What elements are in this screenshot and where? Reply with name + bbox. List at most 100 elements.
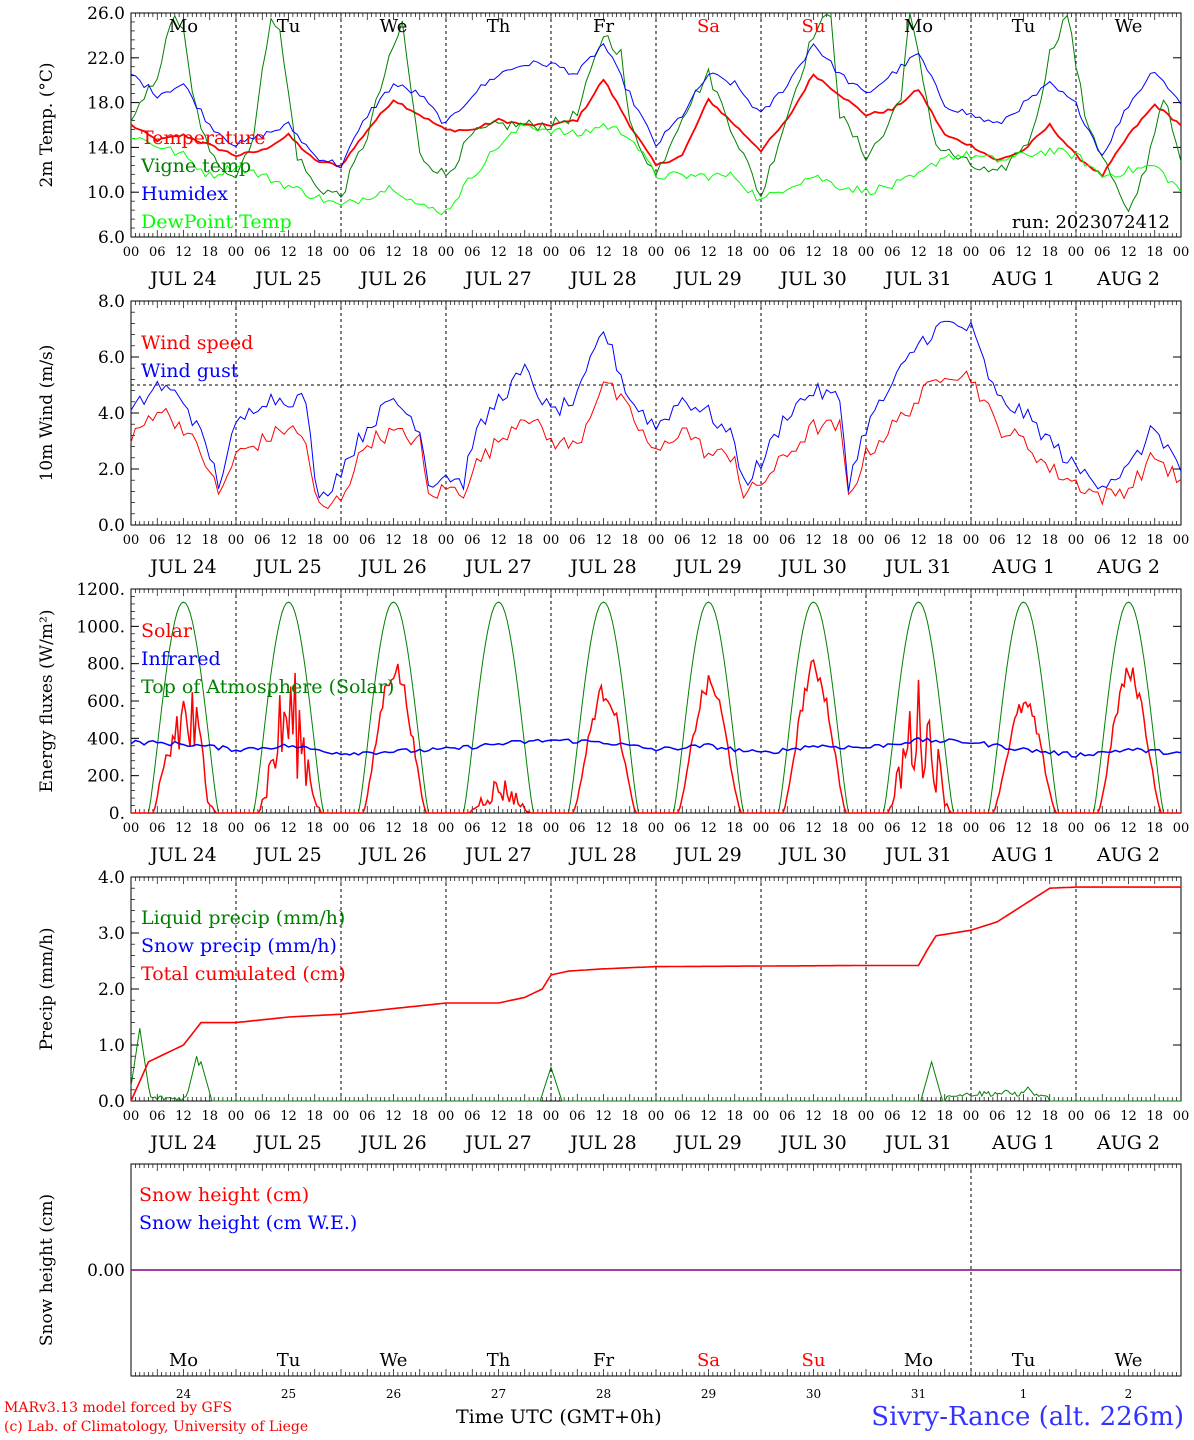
date-label: JUL 28 [568,268,636,290]
hour-tick-label: 12 [1120,533,1137,548]
hour-tick-label: 18 [621,245,638,260]
hour-tick-label: 00 [123,245,140,260]
legend-entry: Solar [141,620,193,642]
credit-line-2: (c) Lab. of Climatology, University of L… [4,1419,309,1435]
y-tick-label: 800. [87,655,125,675]
hour-tick-label: 06 [674,1109,691,1124]
hour-tick-label: 18 [621,533,638,548]
hour-tick-label: 18 [831,821,848,836]
hour-tick-label: 18 [201,1109,218,1124]
legend-entry: Liquid precip (mm/h) [141,907,345,929]
hour-tick-label: 18 [516,1109,533,1124]
hour-tick-label: 18 [936,533,953,548]
y-tick-label: 14.0 [87,138,125,158]
legend-entry: Wind speed [141,332,253,354]
legend-entry: Humidex [141,183,228,205]
day-number: 30 [806,1387,821,1401]
series-line [130,370,1182,510]
hour-tick-label: 06 [569,245,586,260]
hour-tick-label: 06 [674,821,691,836]
snow-series: Snow height (cm) Snow height (cm W.E.) Mo 2… [131,1184,1181,1401]
weekday-label: Tu [1012,1350,1036,1371]
hour-tick-label: 06 [569,533,586,548]
hour-tick-label: 12 [805,245,822,260]
weekday-label: We [380,16,408,37]
y-tick-label: 6.0 [98,228,125,248]
weekday-label: Fr [593,16,614,37]
hour-tick-label: 18 [831,245,848,260]
hour-tick-label: 06 [149,1109,166,1124]
hour-tick-label: 06 [989,533,1006,548]
hour-tick-label: 12 [805,533,822,548]
hour-tick-label: 12 [700,245,717,260]
hour-tick-label: 18 [1146,533,1163,548]
hour-tick-label: 06 [674,533,691,548]
date-label: JUL 29 [673,844,741,866]
date-label: JUL 26 [358,556,426,578]
date-label: JUL 29 [673,1132,741,1154]
hour-tick-label: 12 [1120,1109,1137,1124]
hour-tick-label: 12 [805,821,822,836]
hour-tick-label: 06 [779,1109,796,1124]
hour-tick-label: 00 [333,245,350,260]
y-tick-label: 600. [87,692,125,712]
x-axis-title: Time UTC (GMT+0h) [456,1406,662,1428]
hour-tick-label: 00 [543,1109,560,1124]
hour-tick-label: 18 [516,533,533,548]
date-label: JUL 31 [883,844,951,866]
hour-tick-label: 18 [936,1109,953,1124]
hour-tick-label: 00 [543,245,560,260]
hour-tick-label: 18 [1041,1109,1058,1124]
hour-tick-label: 18 [516,245,533,260]
y-tick-label: 0.00 [87,1261,125,1281]
date-label: JUL 30 [778,268,846,290]
hour-tick-label: 18 [1041,533,1058,548]
hour-tick-label: 12 [175,245,192,260]
hour-tick-label: 12 [805,1109,822,1124]
y-axis-title: 2m Temp. (°C) [37,62,57,187]
date-label: JUL 26 [358,268,426,290]
hour-tick-label: 00 [753,245,770,260]
y-tick-label: 10.0 [87,183,125,203]
hour-tick-label: 18 [726,821,743,836]
hour-tick-label: 18 [831,1109,848,1124]
energy-series: Solar Infrared Top of Atmosphere (Solar) [130,601,1182,814]
hour-tick-label: 06 [254,245,271,260]
hour-tick-label: 06 [989,821,1006,836]
hour-tick-label: 18 [621,1109,638,1124]
panel-2: 0.0 2.0 4.0 6.0 8.0 10m Wind (m/s) 00 06 12 18 JUL… [37,292,1189,578]
date-label: JUL 27 [463,1132,531,1154]
hour-tick-label: 18 [201,245,218,260]
series-line [130,737,1182,758]
hour-tick-label: 12 [175,821,192,836]
hour-tick-label: 12 [280,533,297,548]
hour-tick-label: 00 [438,1109,455,1124]
hour-tick-label: 12 [385,533,402,548]
hour-tick-label: 06 [464,533,481,548]
date-label: JUL 29 [673,556,741,578]
hour-tick-label: 06 [464,245,481,260]
hour-tick-label: 18 [201,533,218,548]
series-line [130,73,1182,179]
weekday-label: We [380,1350,408,1371]
weekday-label: Th [487,1350,511,1371]
hour-tick-label: 12 [700,533,717,548]
hour-tick-label: 18 [1041,245,1058,260]
hour-tick-label: 18 [726,1109,743,1124]
y-tick-label: 6.0 [98,348,125,368]
legend-entry: Snow height (cm W.E.) [139,1212,357,1234]
date-label: JUL 26 [358,844,426,866]
hour-tick-label: 00 [1068,821,1085,836]
run-label: run: 2023072412 [1012,212,1170,233]
hour-tick-label: 00 [123,1109,140,1124]
hour-tick-label: 00 [228,821,245,836]
hour-tick-label: 00 [753,1109,770,1124]
panel-4: 0.0 1.0 2.0 3.0 4.0 Precip (mm/h) 00 06 12 18 JUL … [37,868,1189,1154]
date-label: JUL 27 [463,844,531,866]
hour-tick-label: 18 [726,533,743,548]
hour-tick-label: 12 [1120,821,1137,836]
hour-tick-label: 00 [648,821,665,836]
date-label: JUL 25 [253,844,321,866]
hour-tick-label: 06 [359,1109,376,1124]
